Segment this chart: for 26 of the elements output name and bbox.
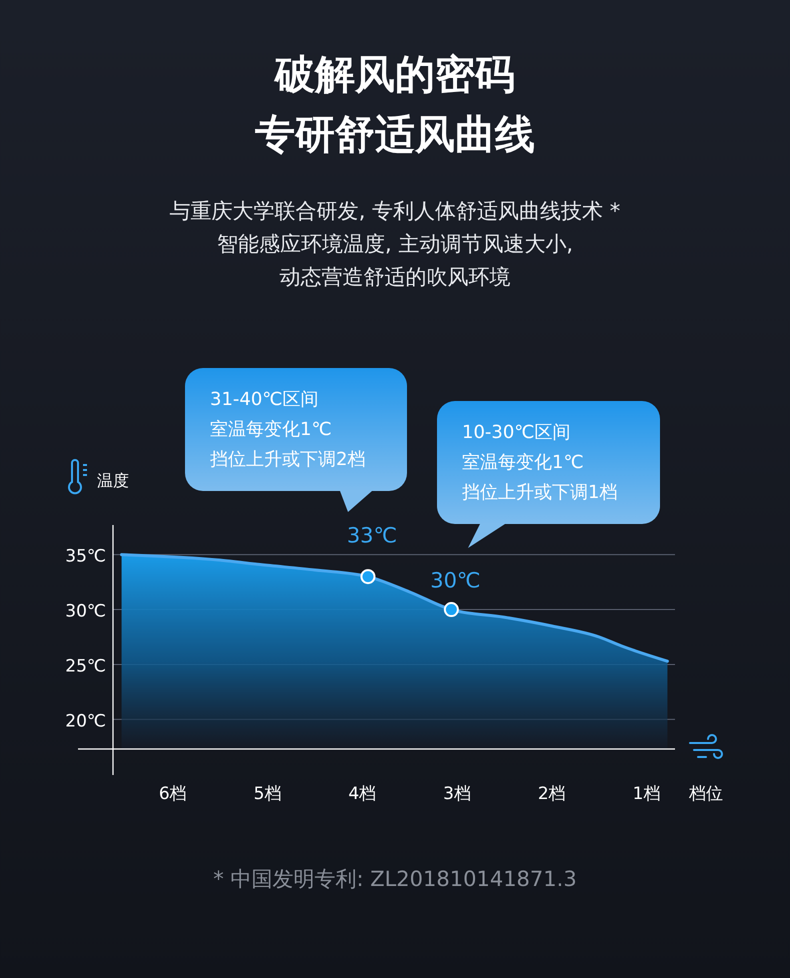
y-tick-label: 25℃ [65,656,106,676]
text: 挡位上升或下调1档 [462,482,618,503]
x-tick-label: 5档 [254,784,282,804]
chart-title: 破解风的密码 [273,52,515,98]
text: 10-30℃区间 [462,422,571,443]
data-label: 33℃ [346,524,398,548]
text: 室温每变化1℃ [462,452,584,473]
y-tick-label: 35℃ [65,546,106,567]
text: * 中国发明专利: ZL201810141871.3 [213,867,577,891]
y-tick-label: 30℃ [65,602,106,622]
x-axis-title: 档位 [688,784,723,804]
y-axis-title: 温度 [97,471,129,490]
text: 与重庆大学联合研发, 专利人体舒适风曲线技术 * [170,199,620,223]
text: 室温每变化1℃ [210,419,332,440]
chart-subtitle: 专研舒适风曲线 [254,112,535,158]
text: 挡位上升或下调2档 [210,449,366,470]
text: 智能感应环境温度, 主动调节风速大小, [216,232,574,256]
x-tick-label: 1档 [632,784,660,804]
x-tick-label: 3档 [443,784,471,804]
text: 动态营造舒适的吹风环境 [280,265,510,289]
x-tick-label: 6档 [158,784,187,804]
x-tick-label: 2档 [538,784,566,804]
data-label: 30℃ [430,568,481,593]
y-tick-label: 20℃ [65,711,106,732]
text: 31-40℃区间 [210,389,319,410]
x-tick-label: 4档 [348,784,376,804]
